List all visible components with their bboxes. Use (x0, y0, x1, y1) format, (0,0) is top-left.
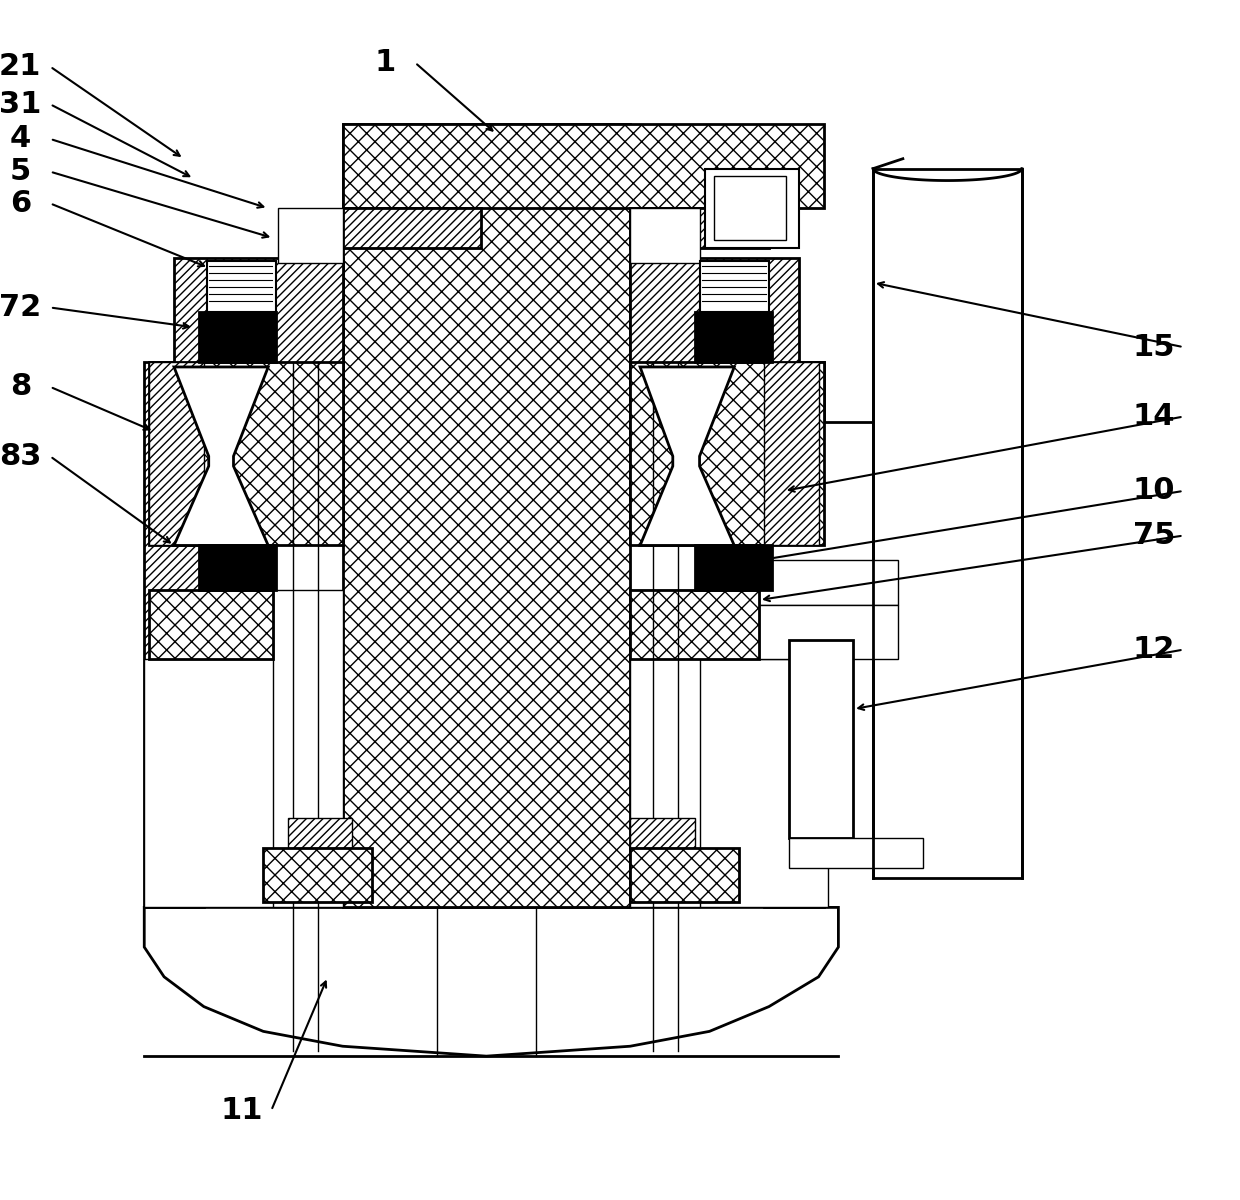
Bar (174, 258, 342, 402)
Bar (207, 260, 277, 312)
Bar (699, 260, 769, 312)
Bar (149, 590, 273, 660)
Bar (342, 124, 630, 907)
Bar (198, 546, 277, 590)
Text: 4: 4 (10, 125, 31, 154)
Bar (759, 560, 898, 605)
Bar (630, 258, 799, 402)
Bar (144, 660, 342, 907)
Bar (630, 660, 828, 907)
Text: 31: 31 (0, 90, 41, 119)
Bar (704, 169, 799, 248)
Bar (764, 362, 818, 546)
Bar (630, 590, 759, 660)
Bar (278, 209, 342, 263)
Bar (789, 838, 923, 868)
Text: 14: 14 (1132, 402, 1176, 431)
Bar (630, 848, 739, 902)
Bar (714, 175, 786, 240)
Bar (630, 362, 823, 546)
Bar (630, 209, 769, 248)
Polygon shape (640, 367, 734, 546)
Bar (288, 818, 352, 848)
Bar (759, 605, 898, 660)
Text: 75: 75 (1132, 521, 1176, 550)
Text: 5: 5 (10, 157, 31, 186)
Bar (789, 640, 853, 838)
Text: 15: 15 (1132, 332, 1176, 361)
Bar (149, 362, 203, 546)
Text: 21: 21 (0, 52, 41, 82)
Polygon shape (174, 367, 268, 546)
Bar (694, 312, 773, 362)
Bar (263, 848, 372, 902)
Bar (198, 312, 277, 362)
Text: 83: 83 (0, 442, 41, 470)
Bar (873, 169, 1022, 877)
Bar (694, 546, 773, 590)
Bar (759, 421, 898, 640)
Text: 12: 12 (1132, 635, 1176, 664)
Polygon shape (144, 907, 838, 1056)
Bar (144, 362, 203, 907)
Bar (630, 209, 699, 263)
Bar (342, 209, 481, 248)
Text: 11: 11 (221, 1096, 263, 1126)
Bar (149, 362, 342, 546)
Bar (273, 590, 342, 907)
Bar (764, 362, 823, 907)
Bar (630, 590, 699, 907)
Text: 8: 8 (10, 372, 31, 401)
Bar (342, 124, 823, 209)
Text: 72: 72 (0, 293, 41, 322)
Text: 1: 1 (374, 48, 396, 77)
Text: 6: 6 (10, 188, 31, 218)
Bar (630, 818, 694, 848)
Text: 10: 10 (1132, 476, 1176, 505)
